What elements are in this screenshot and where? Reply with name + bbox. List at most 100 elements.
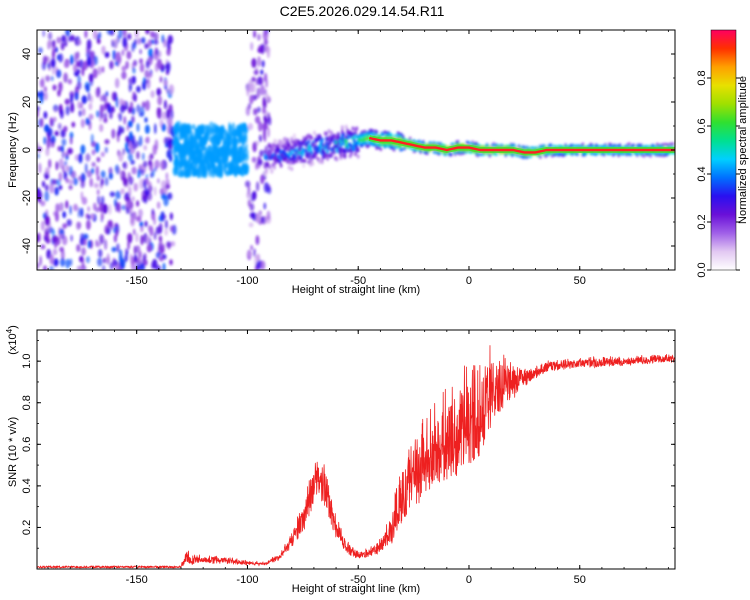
x-tick-label: 50 [574,275,586,287]
spectrogram-cell [142,180,147,190]
spectrogram-cell [49,265,54,270]
spectrogram-cell [425,151,429,155]
spectrogram-cell [468,141,472,146]
spectrogram-cell [262,130,266,141]
spectrogram-cell [148,159,152,167]
spectrogram-cell [45,167,50,175]
spectrogram-cell [68,184,73,190]
spectrogram-cell [67,147,73,155]
spectrogram-cell [449,153,453,157]
spectrogram-cell [115,228,119,237]
spectrogram-cell [166,241,172,248]
spectrogram-cell [343,148,347,154]
spectrogram-cell [131,115,135,124]
spectrogram-cell [133,254,137,262]
spectrogram-cell [249,203,255,212]
spectrogram-cell [108,172,113,180]
colorbar-tick-label: 0.4 [696,166,708,181]
spectrogram-cell [359,135,363,139]
spectrogram-cell [77,101,81,110]
spectrogram-cell [74,91,79,101]
spectrogram-cell [132,228,136,236]
spectrogram-cell [257,159,263,166]
spectrogram-cell [189,149,194,156]
spectrogram-cell [54,186,59,196]
spectrogram-cell [525,155,529,159]
colorbar-ticks: 0.0 0.2 0.4 0.6 0.8 [696,70,740,278]
spectrogram-cell [104,176,109,186]
spectrogram-cell [208,149,212,160]
spectrogram-cell [131,166,137,175]
spectrogram-cell [402,135,405,139]
spectrogram-heatmap [37,30,675,270]
spectrogram-cell [82,108,86,116]
spectrogram-cell [174,154,179,164]
x-tick-label: -50 [350,275,366,287]
spectrogram-cell [144,124,150,134]
spectrogram-cell [95,165,99,177]
spectrogram-cell [169,225,174,232]
spectrogram-cell [128,186,132,197]
spectrogram-cell [76,81,82,90]
spectrogram-cell [76,265,83,270]
spectrogram-cell [85,153,91,162]
spectrogram-cell [74,39,78,46]
spectrogram-cell [93,202,97,211]
spectrogram-cell [86,56,92,67]
spectrogram-cell [85,84,90,93]
spectrogram-cell [118,112,123,122]
snr-line [37,345,675,569]
spectrogram-cell [76,221,81,230]
spectrogram-cell [330,130,333,136]
spectrogram-cell [238,122,244,131]
spectrogram-cell [249,94,254,105]
spectrogram-cell [256,106,261,113]
spectrogram-cell [245,106,251,116]
spectrogram-cell [262,106,266,115]
spectrogram-cell [86,39,92,50]
spectrogram-cell [277,154,280,159]
spectrogram-cell [253,248,256,257]
spectrogram-cell [191,124,196,130]
spectrogram-cell [86,170,93,178]
spectrogram-cell [70,93,74,104]
spectrogram-cell [105,91,109,97]
spectrogram-cell [135,232,139,243]
spectrogram-cell [87,206,91,212]
spectrogram-cell [134,30,139,39]
spectrogram-cell [253,108,258,116]
spectrogram-cell [100,195,105,205]
spectrogram-cell [314,137,318,142]
spectrogram-cell [119,171,123,178]
spectrogram-cell [88,73,94,82]
spectrogram-cell [92,30,98,40]
spectrogram-cell [260,260,266,270]
colorbar-gradient [711,30,736,270]
colorbar: 0.0 0.2 0.4 0.6 0.8 Normalized spectral ampl… [696,29,749,278]
spectrogram-cell [168,84,175,95]
spectrogram-cell [354,134,357,139]
spectrogram-cell [145,100,150,111]
y-tick-label: 0.2 [21,520,33,535]
spectrogram-cell [165,178,170,185]
spectrogram-cell [145,177,149,185]
spectrogram-cell [228,123,233,135]
spectrogram-cell [188,157,192,163]
spectrogram-cell [115,201,119,212]
spectrogram-cell [63,60,69,69]
spectrogram-cell [159,188,164,195]
spectrogram-cell [223,156,227,164]
spectrogram-cell [165,219,168,229]
spectrogram-cell [523,146,526,150]
spectrogram-cell [76,244,81,253]
spectrogram-cell [327,129,331,134]
spectrogram-cell [295,158,299,163]
spectrogram-cell [127,120,133,128]
spectrogram-cell [310,135,314,141]
spectrogram-cell [42,265,48,270]
spectrogram-cell [352,138,356,143]
spectrogram-cell [55,178,61,186]
spectrogram-cell [168,155,173,163]
spectrogram-cell [50,75,54,82]
spectrogram-cell [122,104,126,111]
